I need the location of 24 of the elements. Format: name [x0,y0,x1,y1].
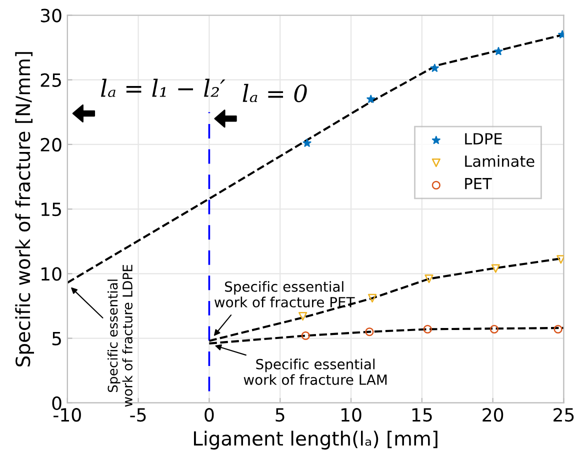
legend-label: Laminate [465,155,534,167]
annotation: lₐ = l₁ − l₂′ [100,78,226,97]
y-tick-label: 30 [40,8,62,22]
legend-label: LDPE [465,133,502,144]
x-axis-title: Ligament length(lₐ) [mm] [194,430,438,450]
x-tick-label: -10 [54,408,81,422]
annotation: lₐ = 0 [242,84,307,102]
y-tick-label: 0 [52,396,62,410]
y-tick-label: 25 [40,73,61,87]
x-tick-label: 15 [412,408,432,422]
y-tick-label: 20 [40,138,62,152]
annotation: Specific essential work of fracture LDPE [108,264,132,407]
x-tick-label: 20 [482,408,504,422]
x-tick-label: -5 [130,408,146,422]
legend-label: PET [465,178,492,190]
y-tick-label: 5 [52,332,61,346]
x-tick-label: 10 [342,408,362,422]
x-tick-label: 25 [554,408,574,422]
annotation: Specific essential work of fracture LAM [244,358,387,385]
x-tick-label: 0 [204,408,214,422]
y-tick-label: 15 [42,202,61,216]
y-axis-title: Specific work of fracture [N/mm] [15,52,34,366]
y-tick-label: 10 [42,267,62,281]
x-tick-label: 5 [276,408,284,422]
